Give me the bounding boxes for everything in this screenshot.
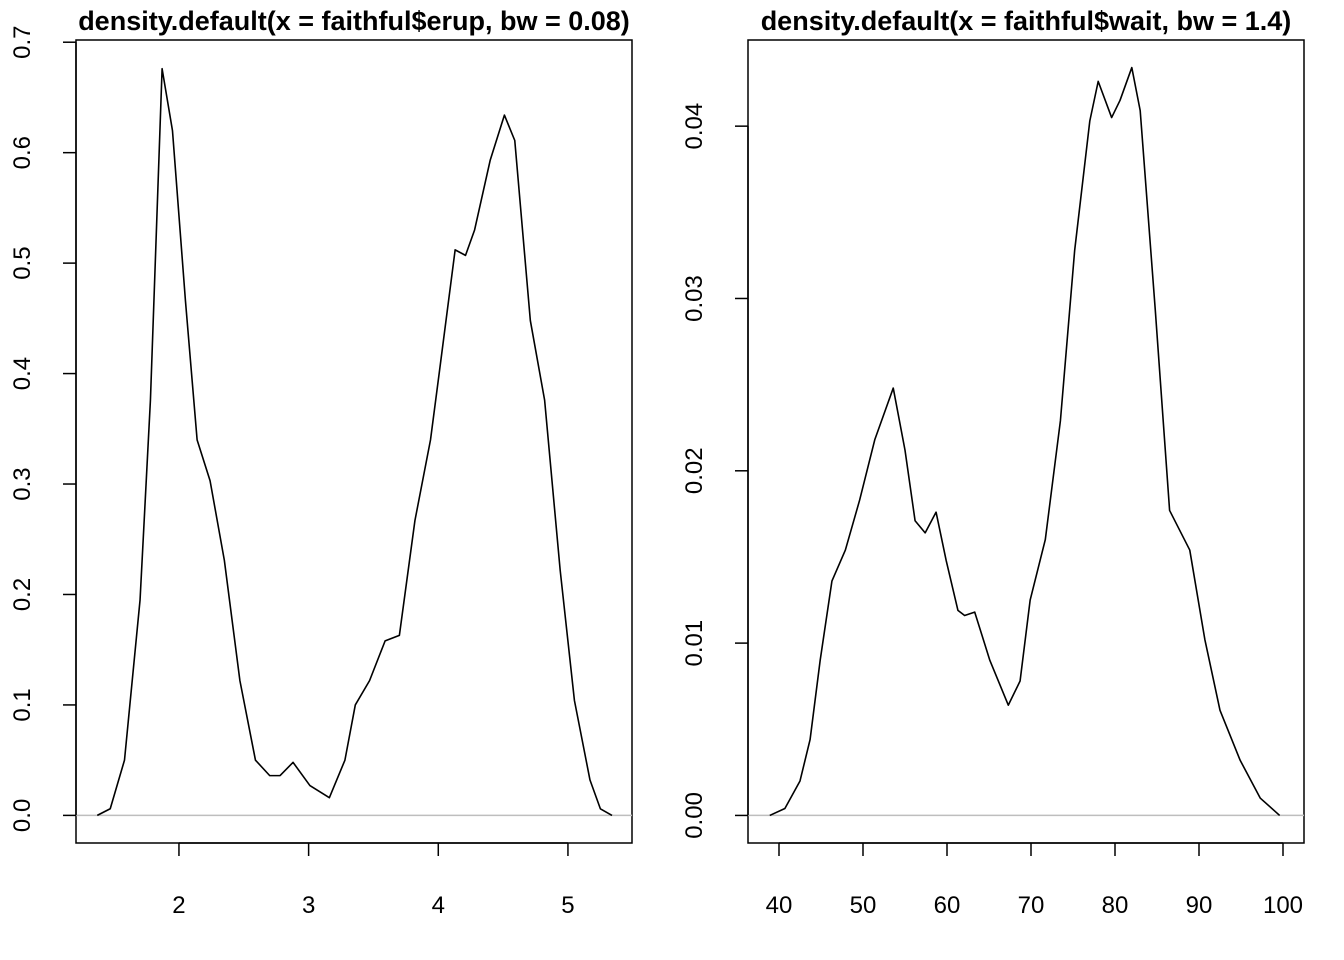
y-tick-label: 0.5 [9, 246, 36, 279]
density-line [769, 66, 1281, 817]
chart-title: density.default(x = faithful$wait, bw = … [761, 6, 1292, 36]
y-tick-label: 0.6 [9, 136, 36, 169]
y-tick-label: 0.2 [9, 578, 36, 611]
x-tick-label: 60 [934, 892, 961, 919]
x-tick-label: 3 [302, 892, 315, 919]
chart-title: density.default(x = faithful$erup, bw = … [78, 6, 630, 36]
density-line [96, 67, 613, 817]
x-tick-label: 2 [172, 892, 185, 919]
y-tick-label: 0.0 [9, 799, 36, 832]
x-tick-label: 70 [1018, 892, 1045, 919]
y-tick-label: 0.7 [9, 26, 36, 59]
y-tick-label: 0.1 [9, 688, 36, 721]
plot-box [747, 39, 1305, 844]
y-tick-label: 0.4 [9, 357, 36, 390]
x-tick-label: 100 [1263, 892, 1303, 919]
y-tick-label: 0.00 [681, 792, 708, 839]
x-tick-label: 80 [1102, 892, 1129, 919]
x-tick-label: 40 [766, 892, 793, 919]
y-tick-label: 0.04 [681, 103, 708, 150]
x-tick-label: 5 [561, 892, 574, 919]
y-tick-label: 0.3 [9, 467, 36, 500]
x-tick-label: 50 [850, 892, 877, 919]
x-tick-label: 90 [1186, 892, 1213, 919]
y-tick-label: 0.02 [681, 447, 708, 494]
y-tick-label: 0.01 [681, 620, 708, 667]
x-tick-label: 4 [432, 892, 445, 919]
y-tick-label: 0.03 [681, 275, 708, 322]
